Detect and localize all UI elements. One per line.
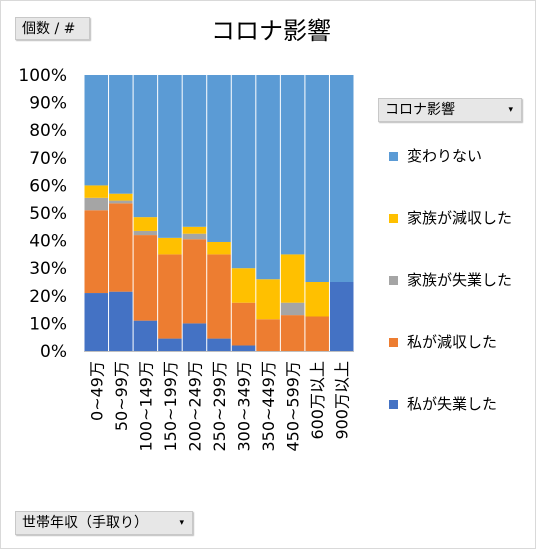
bar-segment xyxy=(280,254,305,303)
legend-label: 私が失業した xyxy=(407,395,498,413)
x-tick-label: 200~249万 xyxy=(185,361,204,452)
bar-segment xyxy=(182,239,207,324)
bar-segment xyxy=(158,254,182,339)
legend-label: 家族が失業した xyxy=(407,271,513,289)
values-field-button[interactable]: 個数 / # xyxy=(15,17,90,40)
bar-segment xyxy=(231,75,256,269)
bar-segment xyxy=(256,319,280,351)
chart-title: コロナ影響 xyxy=(211,17,331,45)
x-tick-label: 600万以上 xyxy=(308,361,327,440)
bar-segment xyxy=(158,75,182,238)
bar-segment xyxy=(109,203,133,292)
axis-field-label: 世帯年収（手取り） xyxy=(22,515,148,531)
bar-segment xyxy=(84,75,109,186)
x-tick-label: 350~449万 xyxy=(259,361,278,452)
x-tick-label: 150~199万 xyxy=(161,361,180,452)
bar-segment xyxy=(231,345,256,351)
legend-field-button[interactable]: コロナ影響 ▾ xyxy=(378,98,522,122)
axis-field-button[interactable]: 世帯年収（手取り） ▾ xyxy=(15,511,193,535)
legend-dropdown-icon[interactable]: ▾ xyxy=(508,105,513,115)
bar-segment xyxy=(133,217,158,231)
bar-segment xyxy=(158,338,182,351)
x-tick-label: 50~99万 xyxy=(112,361,131,431)
bar-segment xyxy=(231,268,256,303)
bar-segment xyxy=(84,210,109,294)
y-tick-label: 50% xyxy=(29,204,67,224)
bar-segment xyxy=(329,282,354,351)
x-tick-label: 300~349万 xyxy=(235,361,254,452)
bar-segment xyxy=(109,200,133,204)
y-tick-label: 60% xyxy=(29,176,67,196)
y-tick-label: 90% xyxy=(29,94,67,114)
bar-segment xyxy=(207,241,231,255)
bar-segment xyxy=(109,193,133,201)
legend-label: 私が減収した xyxy=(407,333,498,351)
y-tick-label: 80% xyxy=(29,121,67,141)
values-field-label: 個数 / # xyxy=(22,21,76,37)
bar-segment xyxy=(133,235,158,321)
bar-segment xyxy=(182,226,207,234)
bar-segment xyxy=(109,75,133,194)
legend-label: 家族が減収した xyxy=(407,209,513,227)
y-tick-label: 30% xyxy=(29,259,67,279)
bar-segment xyxy=(133,230,158,236)
bar-segment xyxy=(280,75,305,255)
legend-swatch xyxy=(389,338,398,347)
bar-segment xyxy=(305,282,329,317)
bar-segment xyxy=(329,75,354,282)
y-tick-label: 0% xyxy=(40,342,67,362)
legend-swatch xyxy=(389,276,398,285)
bar-segment xyxy=(182,75,207,227)
legend-label: 変わりない xyxy=(407,147,483,165)
axis-dropdown-icon[interactable]: ▾ xyxy=(179,518,184,528)
y-tick-label: 70% xyxy=(29,149,67,169)
legend-swatch xyxy=(389,152,398,161)
bar-segment xyxy=(133,320,158,351)
bar-segment xyxy=(182,323,207,351)
bar-segment xyxy=(84,197,109,211)
bar-segment xyxy=(109,291,133,351)
legend-swatch xyxy=(389,214,398,223)
x-tick-label: 100~149万 xyxy=(136,361,155,452)
bar-segment xyxy=(182,233,207,240)
x-tick-label: 250~299万 xyxy=(210,361,229,452)
bar-segment xyxy=(305,75,329,282)
bar-segment xyxy=(84,185,109,198)
bar-segment xyxy=(280,315,305,351)
bar-segment xyxy=(133,75,158,218)
x-tick-label: 900万以上 xyxy=(333,361,352,440)
bar-segment xyxy=(207,254,231,339)
bar-segment xyxy=(231,302,256,346)
x-tick-label: 450~599万 xyxy=(284,361,303,452)
bar-segment xyxy=(84,293,109,351)
y-tick-label: 20% xyxy=(29,287,67,307)
bar-segment xyxy=(256,75,280,280)
bar-segment xyxy=(305,316,329,351)
bar-segment xyxy=(207,338,231,351)
x-tick-label: 0~49万 xyxy=(87,361,106,421)
bar-segment xyxy=(158,237,182,255)
y-tick-label: 40% xyxy=(29,232,67,252)
legend-field-label: コロナ影響 xyxy=(385,102,455,118)
legend-swatch xyxy=(389,400,398,409)
y-tick-label: 10% xyxy=(29,314,67,334)
bar-segment xyxy=(207,75,231,242)
bar-segment xyxy=(280,302,305,316)
y-tick-label: 100% xyxy=(18,66,67,86)
bar-segment xyxy=(256,279,280,320)
